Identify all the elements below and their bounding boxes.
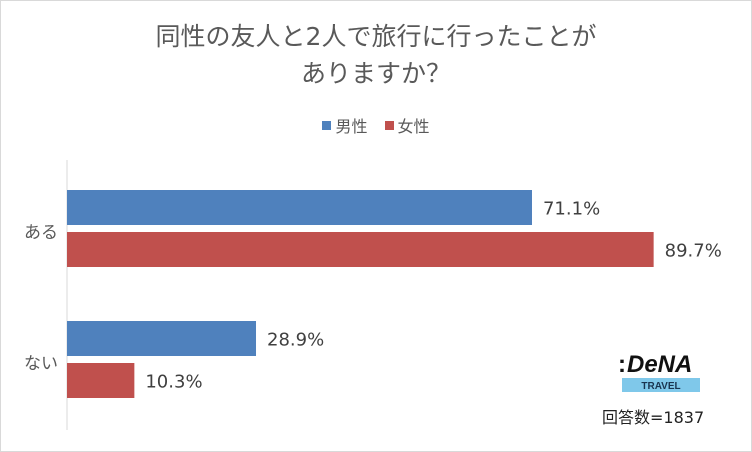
logo-sub: TRAVEL	[641, 381, 680, 392]
response-count: 回答数=1837	[602, 408, 705, 427]
legend: 男性 女性	[0, 113, 752, 137]
legend-item-female: 女性	[384, 113, 430, 137]
logo-band	[622, 378, 700, 392]
legend-item-male: 男性	[322, 113, 367, 137]
bar	[67, 363, 135, 398]
data-label: 10.3%	[145, 372, 202, 393]
logo-brand: DeNA	[627, 351, 692, 378]
legend-label-female: 女性	[397, 117, 430, 136]
bar	[67, 321, 257, 356]
bar	[67, 190, 532, 225]
data-label: 71.1%	[543, 199, 600, 220]
category-label: ある	[24, 223, 58, 243]
bar	[67, 232, 654, 267]
legend-swatch-female	[384, 120, 394, 130]
chart-title-line2: ありますか？	[300, 59, 451, 88]
category-label: ない	[24, 354, 58, 374]
dena-travel-logo: : DeNA TRAVEL	[618, 351, 700, 392]
chart-title-line1: 同性の友人と2人で旅行に行ったことが	[155, 22, 597, 51]
legend-swatch-male	[322, 120, 332, 130]
legend-label-male: 男性	[335, 117, 368, 136]
data-label: 28.9%	[267, 330, 324, 351]
data-label: 89.7%	[665, 241, 722, 262]
logo-mark: :	[618, 351, 626, 378]
